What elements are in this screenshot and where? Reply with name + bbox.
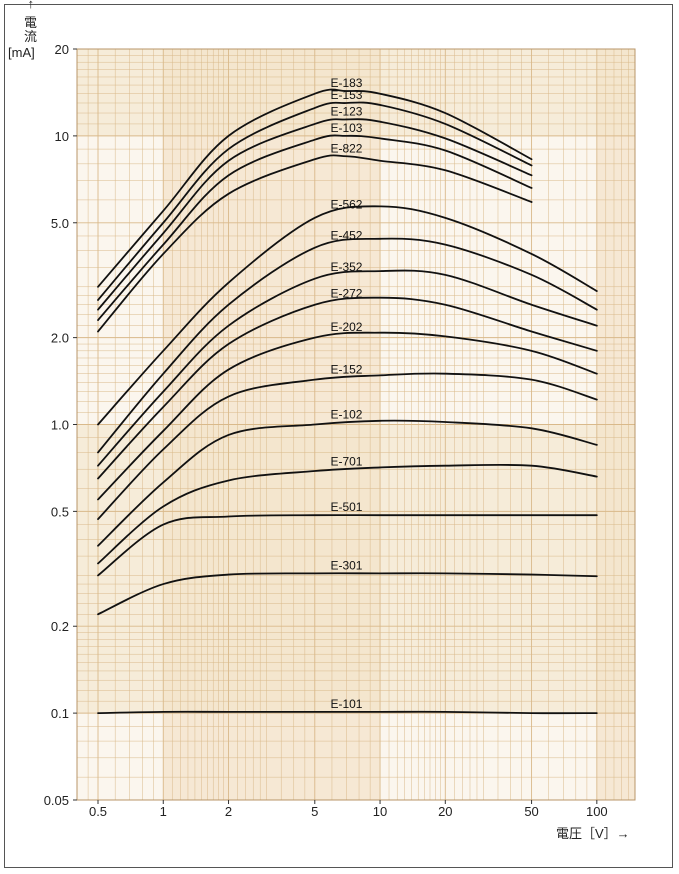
series-label: E-153 [330,88,362,102]
series-label: E-272 [330,286,362,300]
series-label: E-501 [330,500,362,514]
x-tick-label: 0.5 [89,804,107,819]
series-label: E-103 [330,121,362,135]
series-line [97,372,598,521]
series-label: E-123 [330,104,362,118]
x-tick-label: 10 [373,804,387,819]
series-line [97,572,598,616]
series-label: E-352 [330,260,362,274]
series-label: E-102 [330,408,362,422]
y-tick-label: 20 [55,42,69,57]
chart-frame [4,4,673,868]
x-tick-label: 1 [160,804,167,819]
series-line [97,419,598,547]
series-line [97,134,533,321]
y-tick-label: 1.0 [51,418,69,433]
series-label: E-701 [330,454,362,468]
series-line [97,463,598,565]
y-tick-label: 0.1 [51,706,69,721]
series-line [97,296,598,480]
y-band-1 [77,49,635,136]
series-label: E-152 [330,363,362,377]
x-tick-label: 50 [524,804,538,819]
series-label: E-202 [330,320,362,334]
series-line [97,154,533,333]
series-label: E-101 [330,697,362,711]
x-tick-label: 20 [438,804,452,819]
series-line [97,331,598,501]
y-band-0 [77,424,635,714]
x-tick-label: 5 [311,804,318,819]
series-line [97,205,598,426]
series-line [97,237,598,454]
series-label: E-562 [330,197,362,211]
y-tick-label: 10 [55,129,69,144]
y-tick-label: 0.2 [51,619,69,634]
series-line [97,118,533,311]
y-axis-label: 電流 [24,15,38,44]
x-axis-label: 電圧［V］→ [556,826,630,841]
y-tick-label: 2.0 [51,331,69,346]
series-label: E-301 [330,558,362,572]
series-line [97,514,598,577]
series-line [97,269,598,467]
series-label: E-452 [330,228,362,242]
x-tick-label: 100 [586,804,608,819]
y-tick-label: 0.5 [51,504,69,519]
x-tick-label: 2 [225,804,232,819]
series-label: E-822 [330,141,362,155]
series-line [97,710,598,715]
series-line [97,88,533,288]
y-tick-label: 0.05 [44,793,69,808]
y-tick-label: 5.0 [51,216,69,231]
series-label: E-183 [330,76,362,90]
series-line [97,101,533,301]
y-axis-unit: [mA] [8,45,35,60]
